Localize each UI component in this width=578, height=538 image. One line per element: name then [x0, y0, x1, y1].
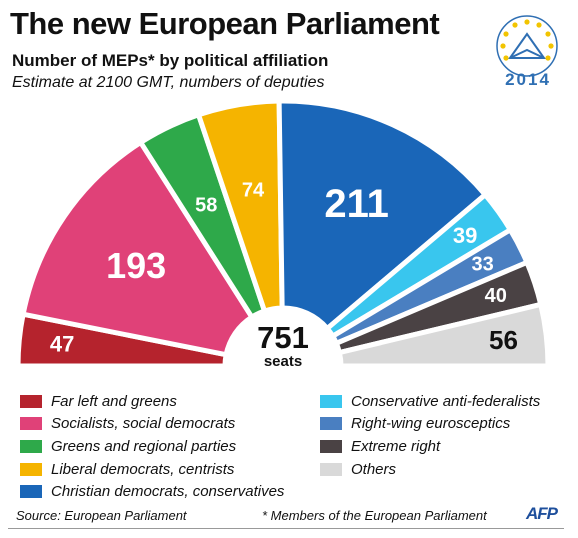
- legend-label: Greens and regional parties: [51, 437, 237, 455]
- chart-note: Estimate at 2100 GMT, numbers of deputie…: [12, 74, 325, 91]
- chart-subtitle: Number of MEPs* by political affiliation: [12, 51, 329, 70]
- legend-swatch: [20, 462, 42, 476]
- legend-swatch: [20, 439, 42, 453]
- logo-year: 2014: [505, 70, 551, 89]
- legend-item: Liberal democrats, centrists: [20, 458, 284, 481]
- source-note: Source: European Parliament: [16, 508, 187, 523]
- legend-item: Conservative anti-federalists: [320, 390, 540, 413]
- slice-value-label: 58: [195, 194, 217, 216]
- legend-item: Christian democrats, conservatives: [20, 480, 284, 503]
- legend-swatch: [20, 394, 42, 408]
- legend-swatch: [20, 485, 42, 499]
- eu-stars-ballot-icon: [496, 15, 558, 77]
- center-total: 751: [257, 320, 309, 355]
- legend-item: Right-wing eurosceptics: [320, 413, 540, 436]
- footnote: * Members of the European Parliament: [262, 508, 487, 523]
- legend-swatch: [20, 417, 42, 431]
- afp-logo: AFP: [526, 504, 558, 523]
- legend-label: Others: [351, 460, 397, 478]
- legend-swatch: [320, 417, 342, 431]
- legend-item: Far left and greens: [20, 390, 284, 413]
- legend-swatch: [320, 462, 342, 476]
- slice-value-label: 74: [242, 180, 265, 202]
- legend-label: Liberal democrats, centrists: [51, 460, 235, 478]
- legend-label: Socialists, social democrats: [51, 415, 236, 433]
- legend-item: Socialists, social democrats: [20, 413, 284, 436]
- legend-label: Christian democrats, conservatives: [51, 483, 285, 501]
- legend-label: Right-wing eurosceptics: [351, 415, 511, 433]
- legend-label: Conservative anti-federalists: [351, 392, 541, 410]
- slice-socialists-social-democrats: [20, 139, 255, 358]
- legend-item: Extreme right: [320, 435, 540, 458]
- legend-left: Far left and greens Socialists, social de…: [20, 390, 284, 503]
- slice-value-label: 47: [50, 332, 74, 357]
- legend-label: Extreme right: [351, 437, 441, 455]
- slice-value-label: 211: [324, 182, 389, 226]
- center-label: seats: [264, 353, 302, 370]
- slice-others: [336, 301, 551, 369]
- legend-swatch: [320, 439, 342, 453]
- legend-item: Others: [320, 458, 540, 481]
- slice-value-label: 56: [489, 325, 518, 355]
- slice-value-label: 33: [472, 253, 494, 275]
- infographic-frame: [8, 6, 564, 529]
- slice-christian-democrats-conservatives: [276, 98, 488, 332]
- chart-title: The new European Parliament: [10, 6, 440, 41]
- legend-label: Far left and greens: [51, 392, 177, 410]
- slice-value-label: 193: [106, 245, 166, 286]
- slice-value-label: 40: [485, 285, 507, 307]
- legend-right: Conservative anti-federalists Right-wing …: [320, 390, 540, 480]
- legend-item: Greens and regional parties: [20, 435, 284, 458]
- slice-value-label: 39: [453, 223, 477, 248]
- legend-swatch: [320, 394, 342, 408]
